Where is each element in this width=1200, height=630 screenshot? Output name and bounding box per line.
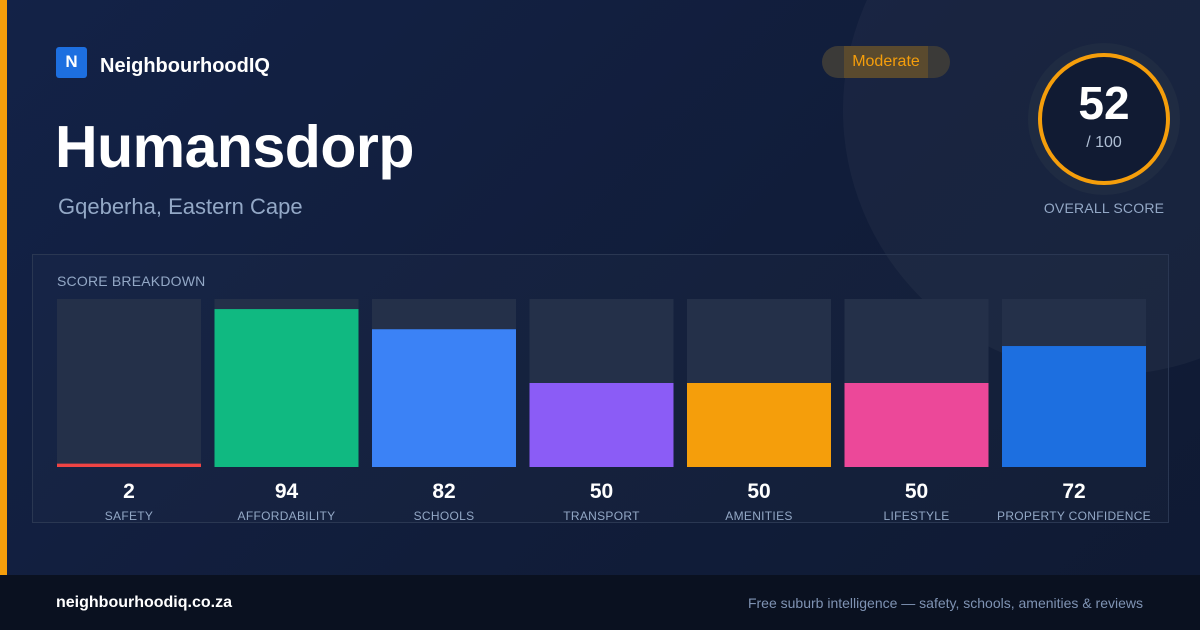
bar-property-confidence [1002,346,1146,467]
footer: neighbourhoodiq.co.za Free suburb intell… [0,575,1200,630]
rating-badge: Moderate [822,46,950,78]
bar-amenities [687,383,831,467]
suburb-title: Humansdorp [55,114,414,180]
bar-label-affordability: AFFORDABILITY [237,509,336,523]
bar-transport [529,383,674,467]
footer-url-link[interactable]: neighbourhoodiq.co.za [56,594,232,611]
brand-name: NeighbourhoodIQ [100,55,270,77]
bar-safety [57,463,201,467]
score-breakdown-chart [57,299,1146,467]
bar-value-lifestyle: 50 [904,480,929,503]
score-breakdown-heading: SCORE BREAKDOWN [57,273,206,289]
bar-lifestyle [844,383,989,467]
bar-schools [372,329,516,467]
footer-tagline: Free suburb intelligence — safety, schoo… [747,595,1143,611]
overall-score-max: / 100 [1086,134,1122,151]
bar-value-schools: 82 [432,480,456,503]
bar-label-safety: SAFETY [104,509,154,523]
brand-logo-icon: N [56,46,87,78]
bar-label-property-confidence: PROPERTY CONFIDENCE [997,509,1151,523]
bar-label-lifestyle: LIFESTYLE [883,509,950,523]
overall-score-value: 52 [1078,77,1130,129]
bar-affordability [214,309,359,467]
accent-bar [0,0,7,575]
bar-label-schools: SCHOOLS [413,509,475,523]
bar-value-safety: 2 [123,480,135,503]
overall-score-ring: 52 / 100 [1038,53,1170,185]
bar-value-property-confidence: 72 [1062,480,1086,503]
suburb-region: Gqeberha, Eastern Cape [58,194,303,219]
overall-score-label: OVERALL SCORE [1043,200,1165,216]
overall-score-gauge: 52 / 100 [1028,43,1180,195]
brand[interactable]: N NeighbourhoodIQ [56,46,270,78]
score-breakdown-panel: SCORE BREAKDOWN 2 SAFETY 94 AFFORDABILITY 82… [32,254,1169,523]
bar-value-transport: 50 [589,480,614,503]
bar-value-amenities: 50 [747,480,771,503]
bar-track-safety [57,299,201,467]
bar-label-amenities: AMENITIES [725,509,793,523]
bar-value-affordability: 94 [274,480,299,503]
bar-label-transport: TRANSPORT [563,509,640,523]
